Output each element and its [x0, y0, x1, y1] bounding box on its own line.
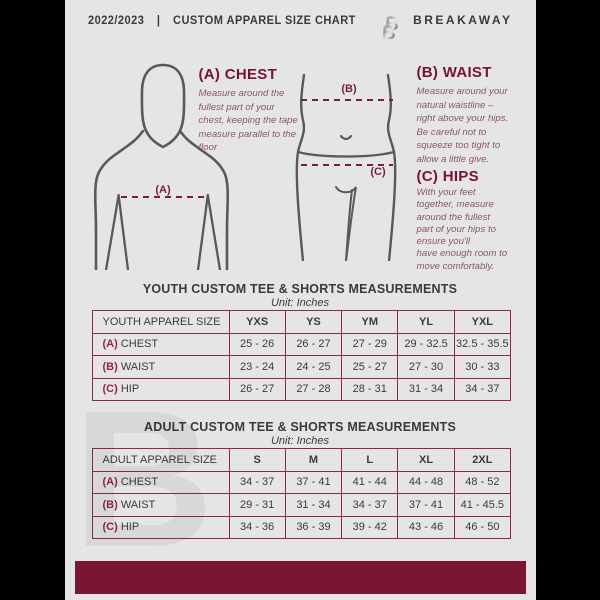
svg-text:(C): (C): [370, 166, 386, 178]
svg-text:B: B: [382, 23, 396, 44]
svg-text:B: B: [85, 408, 214, 558]
svg-text:(A): (A): [155, 184, 171, 196]
svg-text:(B): (B): [341, 83, 357, 95]
